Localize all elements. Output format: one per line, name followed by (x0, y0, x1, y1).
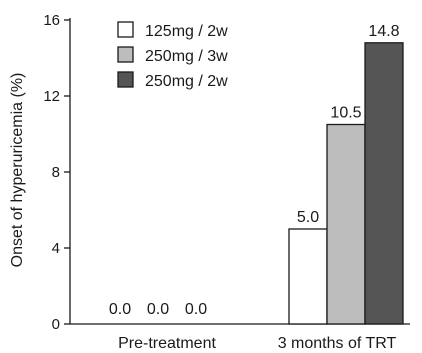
legend: 125mg / 2w 250mg / 3w 250mg / 2w (117, 21, 228, 90)
x-category-label: 3 months of TRT (278, 335, 397, 352)
bars: 0.0 0.0 0.0 5.0 10.5 14.8 (109, 23, 404, 325)
y-axis-title: Onset of hyperuricemia (%) (9, 73, 26, 268)
bar (326, 123, 366, 325)
y-tick-label: 16 (43, 12, 60, 29)
data-label: 0.0 (185, 301, 207, 318)
data-label: 10.5 (330, 105, 361, 122)
bar (364, 42, 404, 325)
y-tick-label: 4 (52, 240, 60, 257)
legend-label: 125mg / 2w (145, 23, 228, 40)
data-label: 5.0 (297, 209, 319, 226)
legend-swatch (117, 21, 134, 38)
legend-label: 250mg / 3w (145, 48, 228, 65)
legend-swatch (117, 71, 134, 88)
data-label: 14.8 (368, 23, 399, 40)
axes: 0 4 8 12 16 Pre-treatment 3 months of TRT (43, 12, 410, 352)
x-category-label: Pre-treatment (118, 335, 216, 352)
legend-label: 250mg / 2w (145, 73, 228, 90)
legend-swatch (117, 46, 134, 63)
y-tick-label: 12 (43, 88, 60, 105)
data-label: 0.0 (109, 301, 131, 318)
data-label: 0.0 (147, 301, 169, 318)
bar (288, 228, 328, 325)
y-tick-label: 0 (52, 316, 60, 333)
y-tick-label: 8 (52, 164, 60, 181)
